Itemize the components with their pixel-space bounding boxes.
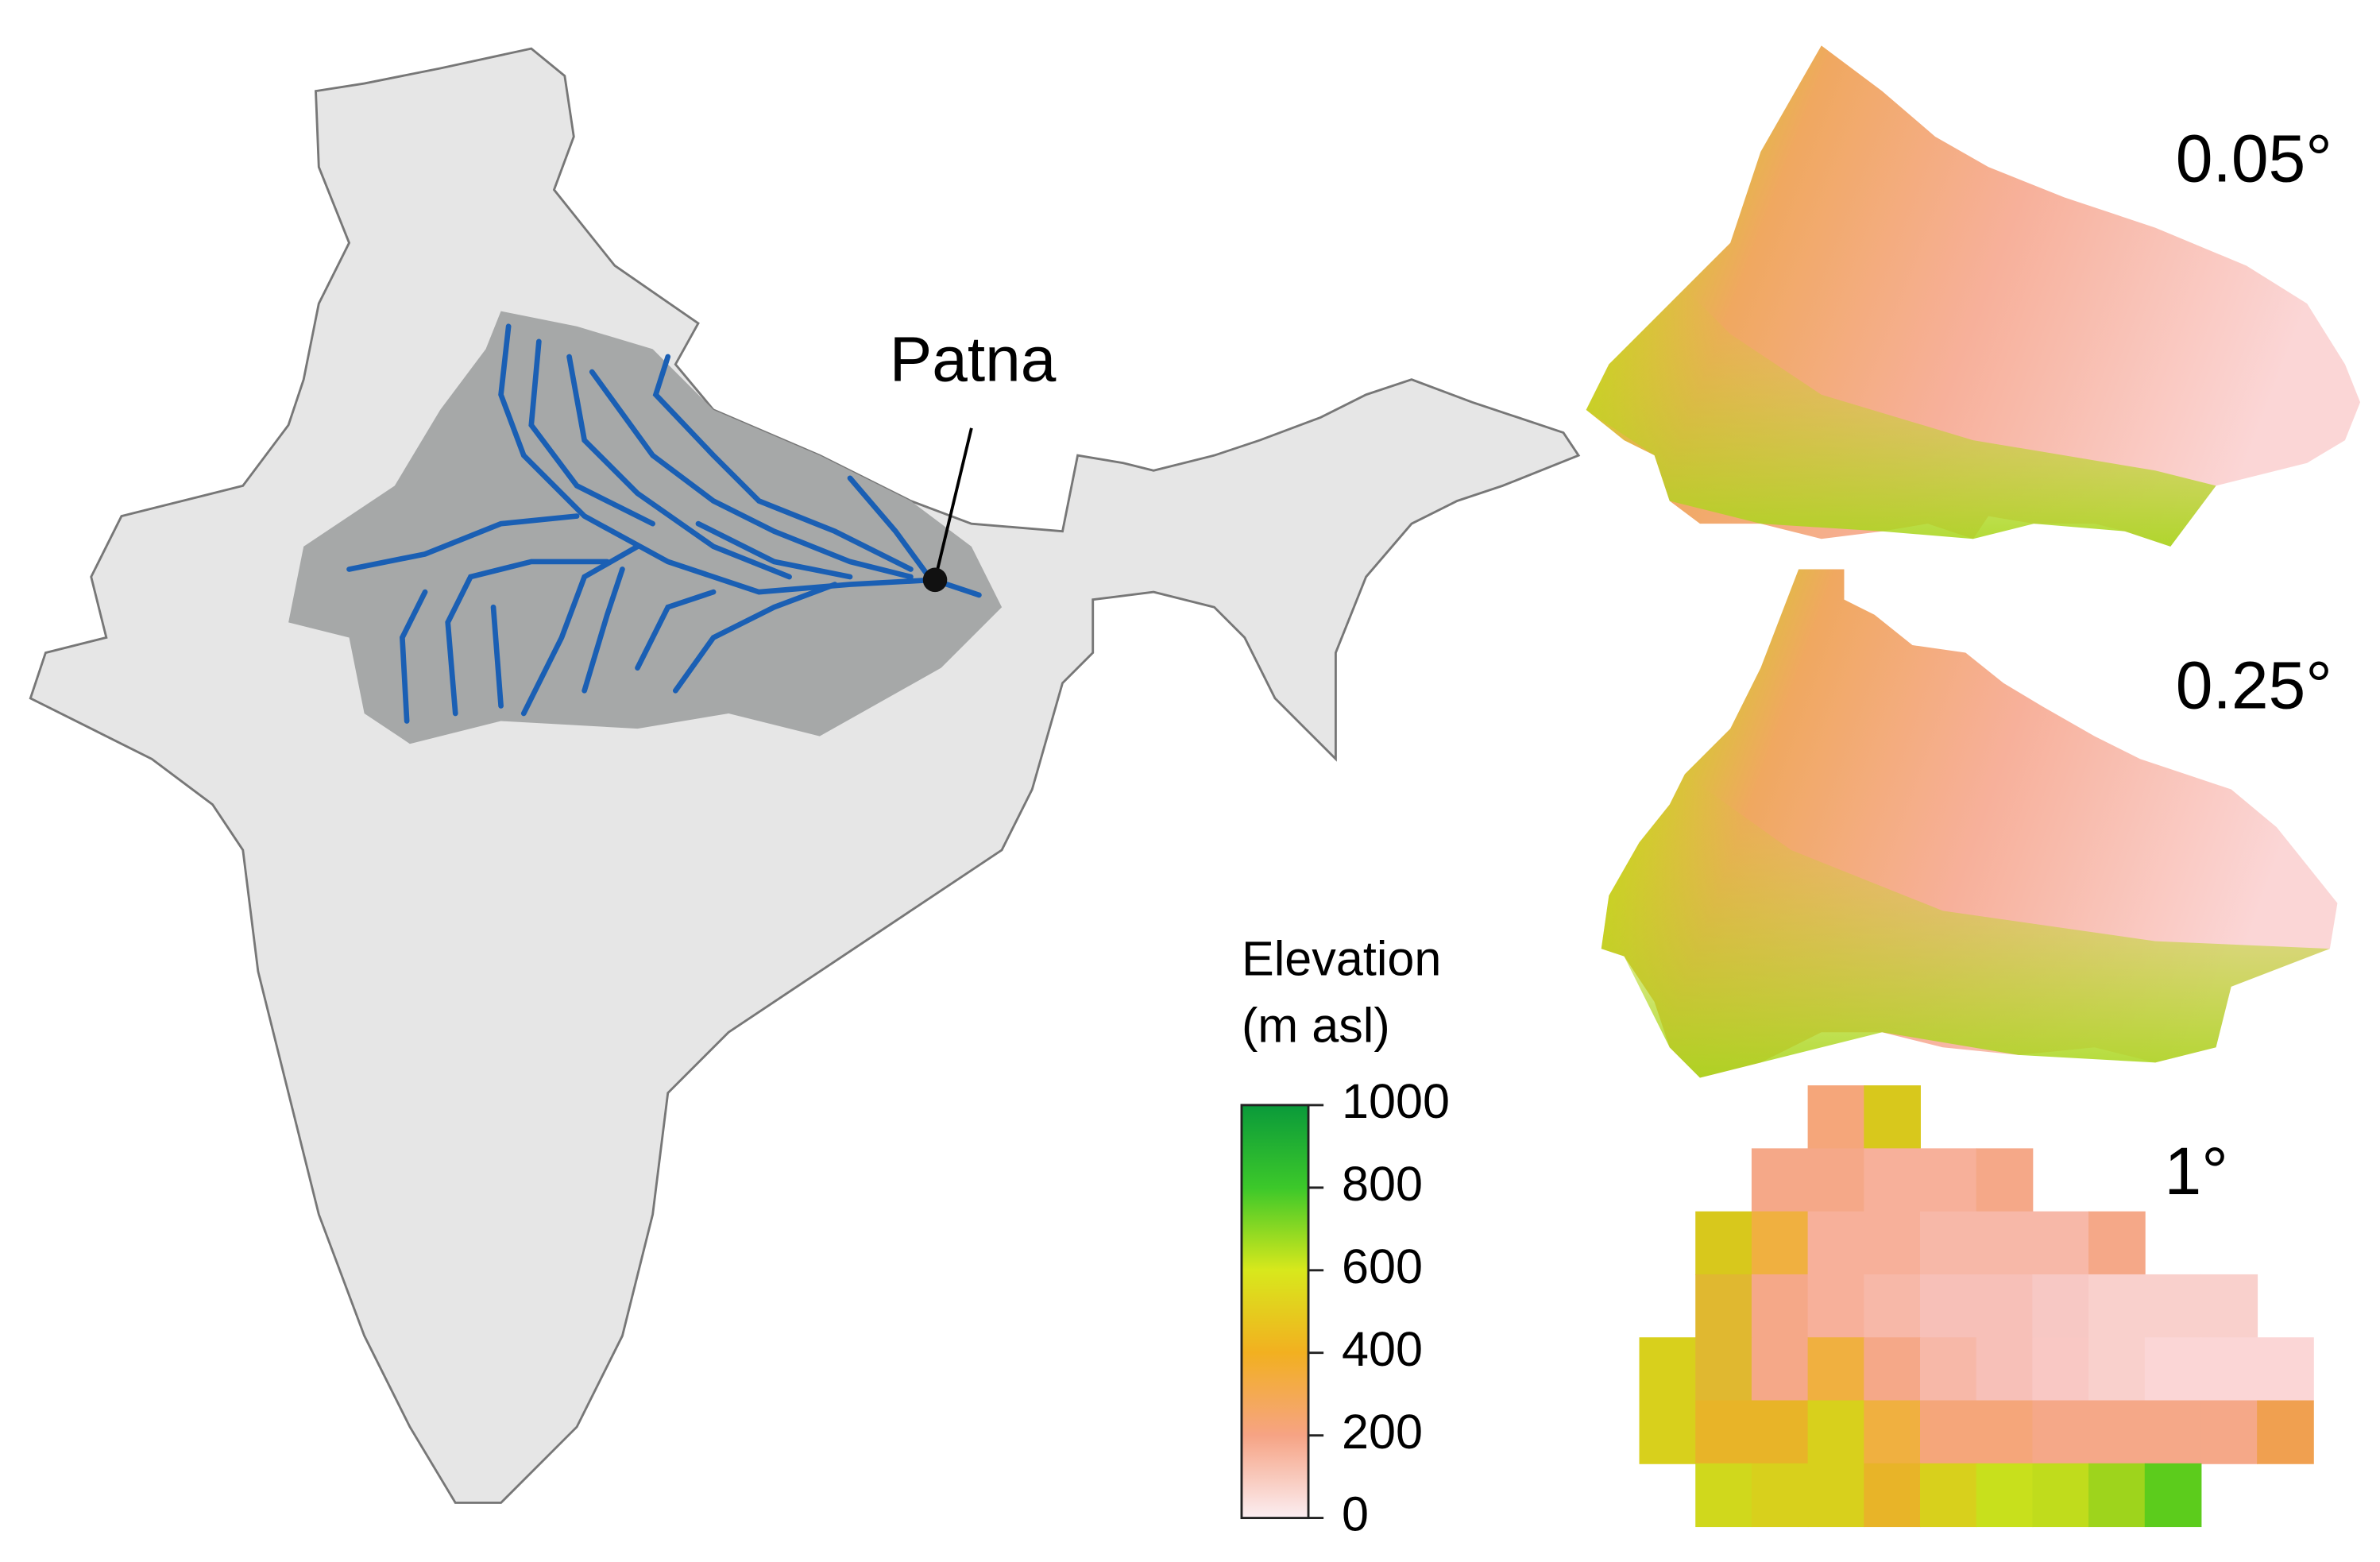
panel-label: 1°	[2165, 1134, 2228, 1208]
grid-cell	[1919, 1337, 1977, 1402]
grid-cell	[2257, 1400, 2314, 1464]
city-label: Patna	[890, 324, 1057, 396]
grid-cell	[1807, 1400, 1865, 1464]
colorbar	[1240, 1104, 1310, 1520]
panel-label: 0.05°	[2176, 122, 2332, 196]
grid-cell	[1751, 1463, 1809, 1528]
grid-cell	[2088, 1337, 2146, 1402]
legend-title: Elevation	[1242, 931, 1441, 985]
grid-cell	[1695, 1337, 1752, 1402]
grid-cell	[2144, 1274, 2202, 1339]
grid-cell	[1976, 1211, 2034, 1275]
grid-cell	[2032, 1400, 2090, 1464]
grid-cell	[2088, 1274, 2146, 1339]
grid-cell	[2088, 1463, 2146, 1528]
city-marker	[922, 567, 948, 593]
tick-label: 400	[1342, 1322, 1423, 1376]
grid-cell	[1919, 1148, 1977, 1212]
grid-cell	[1751, 1400, 1809, 1464]
grid-cell	[1976, 1463, 2034, 1528]
grid-cell	[1864, 1337, 1921, 1402]
grid-cell	[1919, 1211, 1977, 1275]
grid-cell	[1864, 1274, 1921, 1339]
grid-cell	[1751, 1148, 1809, 1212]
grid-cell	[1695, 1211, 1752, 1275]
grid-cell	[1864, 1463, 1921, 1528]
grid-cell	[2032, 1274, 2090, 1339]
panel-label: 0.25°	[2176, 648, 2332, 723]
grid-cell	[1976, 1274, 2034, 1339]
tick-label: 800	[1342, 1157, 1423, 1211]
grid-cell	[1807, 1337, 1865, 1402]
rivers	[346, 323, 982, 724]
grid-cell	[1864, 1085, 1921, 1150]
grid-cell	[1976, 1400, 2034, 1464]
grid-cell	[2032, 1463, 2090, 1528]
grid-cell	[1807, 1148, 1865, 1212]
grid-cell	[1919, 1400, 1977, 1464]
tick-label: 600	[1342, 1239, 1423, 1293]
grid-cell	[1751, 1211, 1809, 1275]
grid-cell	[1695, 1463, 1752, 1528]
grid-cell	[1639, 1400, 1697, 1464]
grid-cell	[1864, 1148, 1921, 1212]
grid-cell	[1695, 1400, 1752, 1464]
grid-cell	[1751, 1337, 1809, 1402]
grid-cell	[1864, 1211, 1921, 1275]
colorbar-ticks: 0 200 400 600 800 1000	[1308, 1074, 1450, 1541]
grid-cell	[2032, 1211, 2090, 1275]
grid-cell	[1695, 1274, 1752, 1339]
tick-label: 0	[1342, 1487, 1369, 1541]
callout-line	[933, 427, 973, 581]
grid-cell	[1807, 1211, 1865, 1275]
grid-cell	[2032, 1337, 2090, 1402]
elevation-map-medium-low	[1601, 774, 2330, 1078]
grid-cell	[2257, 1337, 2314, 1402]
grid-cell	[1976, 1337, 2034, 1402]
grid-cell	[2200, 1274, 2258, 1339]
grid-cell	[1919, 1274, 1977, 1339]
grid-cell	[1976, 1148, 2034, 1212]
grid-cell	[2200, 1337, 2258, 1402]
tick-label: 1000	[1342, 1074, 1450, 1128]
grid-cell	[2144, 1463, 2202, 1528]
grid-cell	[2144, 1400, 2202, 1464]
elevation-map-fine-low	[1586, 288, 2216, 547]
grid-cell	[2088, 1211, 2146, 1275]
elevation-map-coarse	[1639, 1085, 2314, 1528]
grid-cell	[2144, 1337, 2202, 1402]
grid-cell	[2200, 1400, 2258, 1464]
grid-cell	[1807, 1274, 1865, 1339]
grid-cell	[1751, 1274, 1809, 1339]
grid-cell	[2088, 1400, 2146, 1464]
grid-cell	[1807, 1463, 1865, 1528]
legend-unit: (m asl)	[1242, 999, 1390, 1053]
basin	[288, 311, 1003, 744]
tick-label: 200	[1342, 1405, 1423, 1459]
grid-cell	[1864, 1400, 1921, 1464]
grid-cell	[1807, 1085, 1865, 1150]
grid-cell	[1639, 1337, 1697, 1402]
grid-cell	[1919, 1463, 1977, 1528]
